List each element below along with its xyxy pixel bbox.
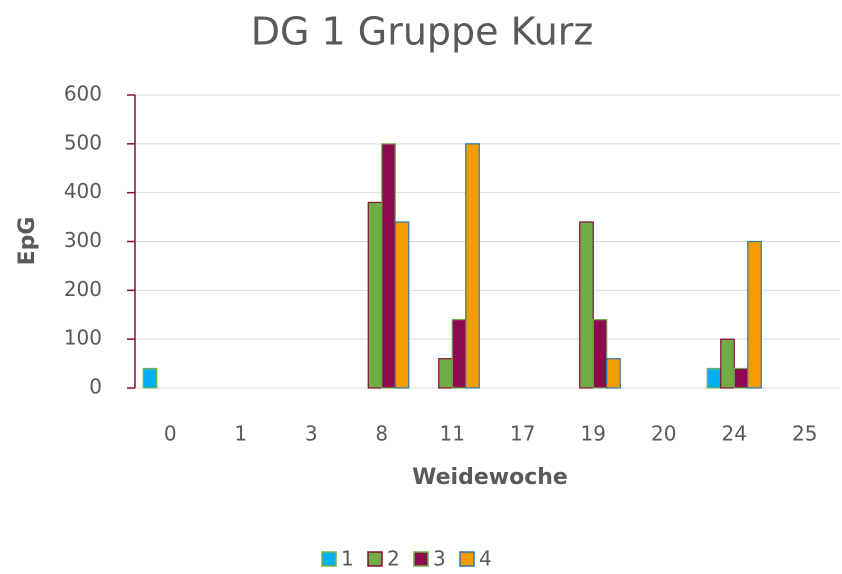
- chart-title: DG 1 Gruppe Kurz: [251, 10, 594, 54]
- bar: [465, 143, 480, 389]
- x-tick-label: 24: [722, 422, 747, 446]
- legend-label: 4: [479, 547, 492, 571]
- x-tick-label: 11: [440, 422, 465, 446]
- x-tick-label: 1: [234, 422, 247, 446]
- x-tick-label: 3: [305, 422, 318, 446]
- y-axis-label: EpG: [15, 217, 40, 266]
- legend-swatch: [367, 551, 383, 567]
- x-tick-label: 19: [581, 422, 606, 446]
- y-tick-label: 300: [64, 228, 102, 252]
- x-tick-label: 20: [651, 422, 676, 446]
- bar: [592, 319, 608, 389]
- bar: [747, 240, 762, 389]
- bar: [733, 367, 749, 389]
- legend-swatch: [321, 551, 337, 567]
- bar: [367, 201, 383, 389]
- x-tick-label: 0: [164, 422, 177, 446]
- bar: [451, 319, 467, 389]
- bar: [438, 358, 453, 389]
- legend-swatch: [459, 551, 475, 567]
- bar: [394, 221, 410, 389]
- bar: [142, 367, 158, 389]
- y-tick-label: 400: [64, 179, 102, 203]
- bar: [606, 358, 621, 389]
- y-tick-label: 500: [64, 130, 102, 154]
- y-tick-label: 0: [89, 375, 102, 399]
- bar: [579, 221, 594, 389]
- x-tick-label: 17: [510, 422, 535, 446]
- x-tick-label: 25: [792, 422, 817, 446]
- y-tick-label: 200: [64, 277, 102, 301]
- y-tick-label: 600: [64, 82, 102, 106]
- legend-swatch: [413, 551, 429, 567]
- bar: [706, 367, 722, 389]
- x-axis-label: Weidewoche: [412, 465, 568, 490]
- legend-label: 3: [433, 547, 446, 571]
- legend-label: 1: [341, 547, 354, 571]
- bar: [381, 143, 396, 389]
- x-tick-label: 8: [375, 422, 388, 446]
- y-tick-label: 100: [64, 326, 102, 350]
- bar: [720, 338, 735, 389]
- legend-label: 2: [387, 547, 400, 571]
